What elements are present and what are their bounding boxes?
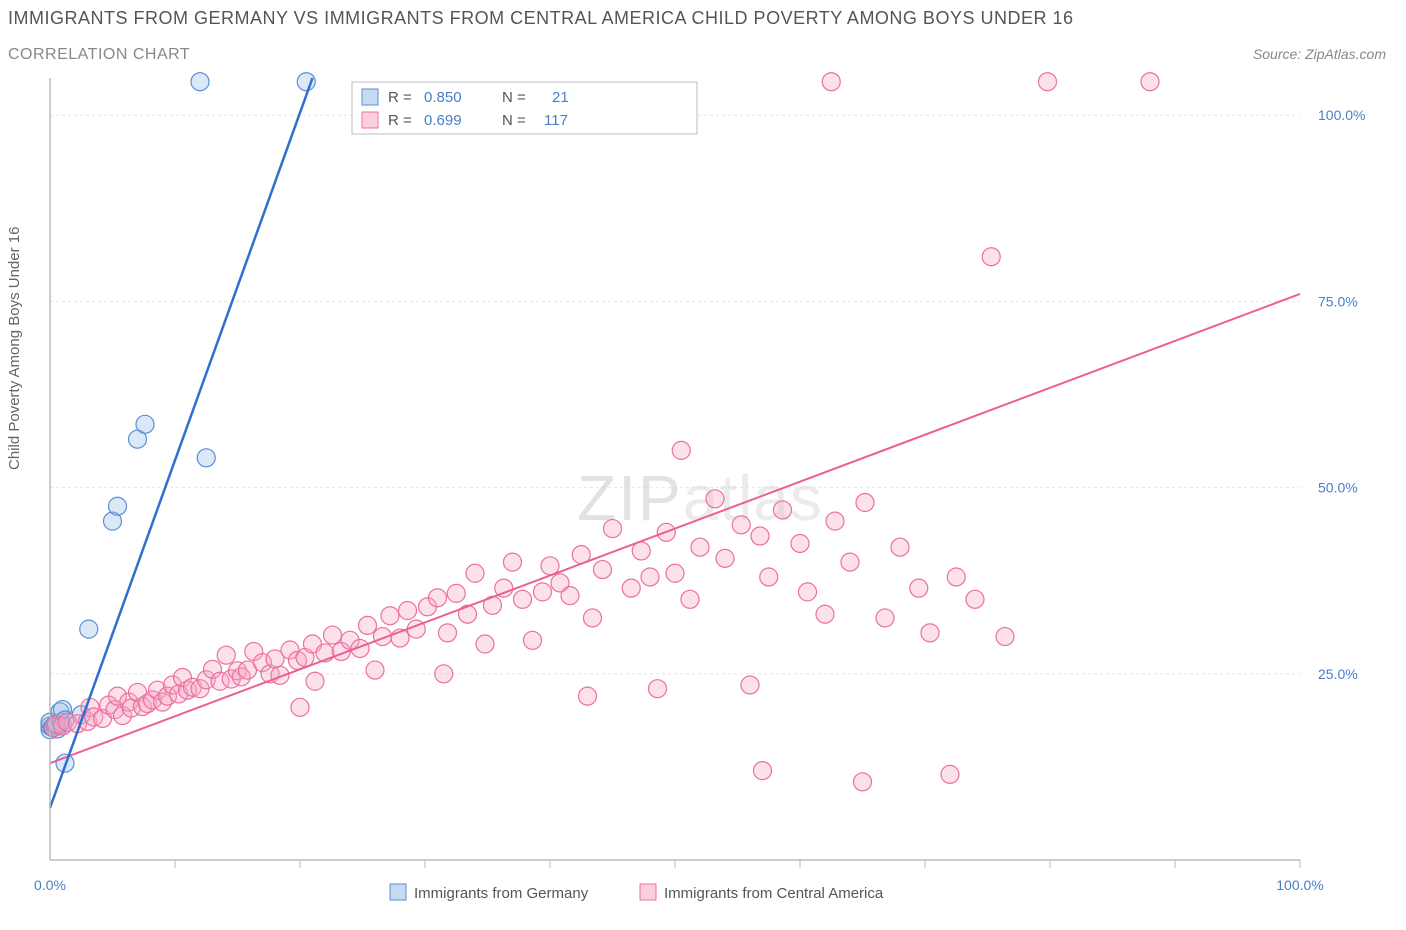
- svg-text:117: 117: [544, 112, 568, 129]
- svg-text:R =: R =: [388, 89, 412, 106]
- svg-text:R =: R =: [388, 112, 412, 129]
- svg-text:100.0%: 100.0%: [1276, 877, 1323, 893]
- svg-text:0.850: 0.850: [424, 89, 462, 106]
- svg-text:Immigrants from Central Americ: Immigrants from Central America: [664, 885, 884, 902]
- svg-text:0.0%: 0.0%: [34, 877, 66, 893]
- svg-text:Immigrants from Germany: Immigrants from Germany: [414, 885, 589, 902]
- svg-text:50.0%: 50.0%: [1318, 480, 1358, 496]
- svg-text:0.699: 0.699: [424, 112, 462, 129]
- svg-text:75.0%: 75.0%: [1318, 293, 1358, 309]
- svg-text:100.0%: 100.0%: [1318, 107, 1365, 123]
- svg-text:21: 21: [552, 89, 569, 106]
- svg-text:25.0%: 25.0%: [1318, 666, 1358, 682]
- correlation-chart: IMMIGRANTS FROM GERMANY VS IMMIGRANTS FR…: [0, 0, 1406, 930]
- svg-text:N =: N =: [502, 112, 526, 129]
- chart-svg: 25.0%50.0%75.0%100.0%ZIPatlas0.0%100.0%R…: [0, 0, 1406, 930]
- svg-text:N =: N =: [502, 89, 526, 106]
